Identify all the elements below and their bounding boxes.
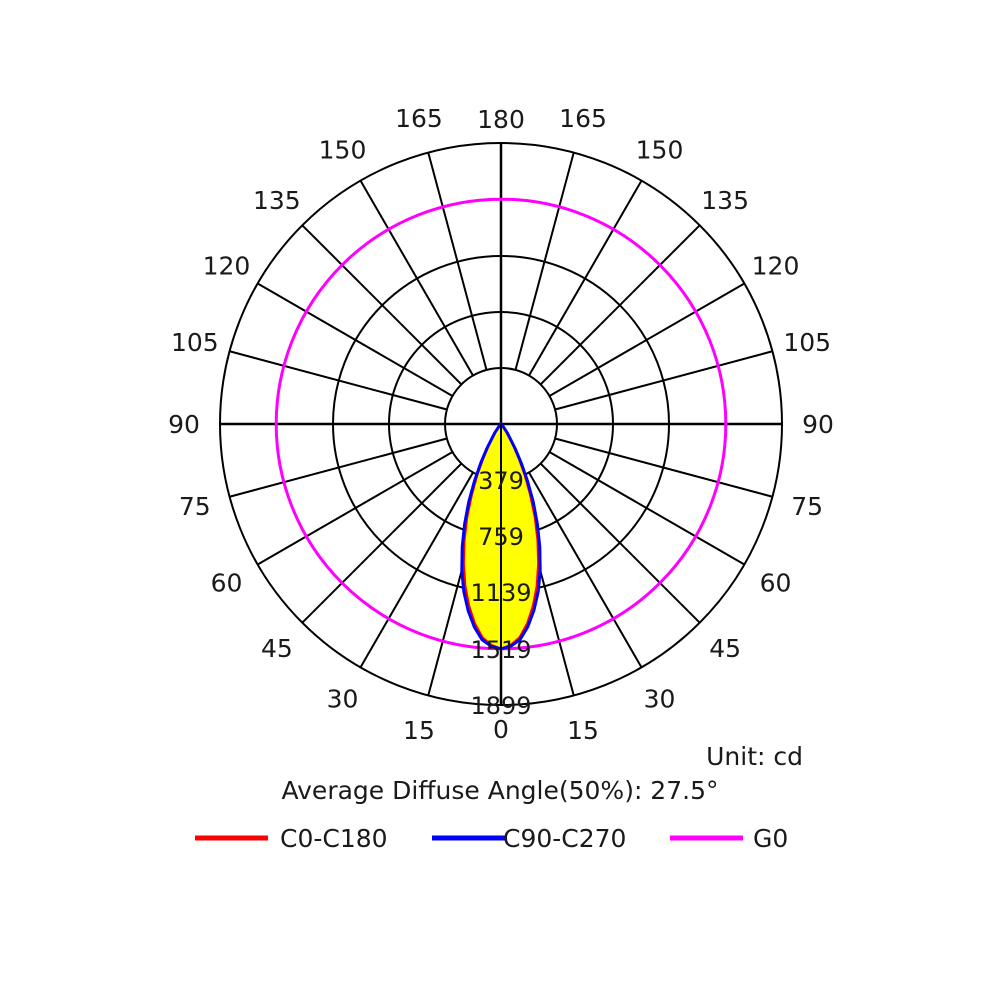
angle-labels: 0 15 30 45 60 75 90 105 120 135 150 165 180 15 30 45 60 7… bbox=[168, 104, 834, 745]
legend-label-c0-c180: C0-C180 bbox=[280, 824, 388, 853]
legend-item-c0-c180: C0-C180 bbox=[195, 824, 388, 853]
grid-spoke-240 bbox=[257, 282, 454, 397]
grid-spoke-210 bbox=[359, 180, 474, 377]
grid-spoke-150 bbox=[528, 180, 643, 377]
legend: C0-C180 C90-C270 G0 bbox=[195, 824, 788, 853]
grid-spoke-105 bbox=[554, 350, 773, 411]
angle-label-left-90: 90 bbox=[168, 410, 200, 439]
angle-label-right-60: 60 bbox=[760, 569, 792, 598]
grid-spoke-165 bbox=[514, 152, 575, 371]
angle-label-left-15: 15 bbox=[403, 716, 435, 745]
diffuse-angle-label: Average Diffuse Angle(50%): 27.5° bbox=[282, 776, 719, 805]
angle-label-left-0: 0 bbox=[493, 715, 509, 744]
ring-label-1519: 1519 bbox=[470, 636, 531, 664]
angle-label-right-45: 45 bbox=[709, 634, 741, 663]
angle-label-left-45: 45 bbox=[261, 634, 293, 663]
angle-label-right-105: 105 bbox=[783, 328, 831, 357]
angle-label-left-60: 60 bbox=[211, 569, 243, 598]
angle-label-right-90: 90 bbox=[802, 410, 834, 439]
series-layer bbox=[274, 197, 728, 705]
angle-label-left-105: 105 bbox=[171, 328, 219, 357]
angle-label-right-75: 75 bbox=[791, 492, 823, 521]
angle-label-left-120: 120 bbox=[203, 252, 251, 281]
grid-spoke-255 bbox=[229, 350, 448, 411]
ring-label-379: 379 bbox=[478, 467, 524, 495]
grid-spoke-315 bbox=[301, 462, 463, 624]
ring-label-1139: 1139 bbox=[470, 579, 531, 607]
angle-label-left-165: 165 bbox=[395, 104, 443, 133]
grid-spoke-285 bbox=[229, 437, 448, 498]
angle-label-right-150: 150 bbox=[636, 135, 684, 164]
angle-label-right-135: 135 bbox=[701, 186, 749, 215]
unit-label: Unit: cd bbox=[706, 742, 803, 771]
angle-label-left-135: 135 bbox=[253, 186, 301, 215]
grid-spoke-60 bbox=[548, 451, 745, 566]
grid-spoke-75 bbox=[554, 437, 773, 498]
angle-label-right-120: 120 bbox=[752, 252, 800, 281]
ring-label-1899: 1899 bbox=[470, 692, 531, 720]
grid-spoke-135 bbox=[539, 224, 701, 386]
angle-label-right-165: 165 bbox=[559, 104, 607, 133]
angle-label-left-180: 180 bbox=[477, 105, 525, 134]
legend-item-g0: G0 bbox=[670, 824, 788, 853]
legend-item-c90-c270: C90-C270 bbox=[432, 824, 626, 853]
ring-labels: 379 759 1139 1519 1899 bbox=[470, 467, 531, 720]
ring-label-759: 759 bbox=[478, 523, 524, 551]
grid-spoke-30 bbox=[528, 471, 643, 668]
grid-spoke-195 bbox=[427, 152, 488, 371]
grid-spoke-120 bbox=[548, 282, 745, 397]
grid-spoke-300 bbox=[257, 451, 454, 566]
angle-label-left-30: 30 bbox=[327, 685, 359, 714]
grid-spoke-225 bbox=[301, 224, 463, 386]
angle-label-right-15: 15 bbox=[567, 716, 599, 745]
angle-label-left-75: 75 bbox=[179, 492, 211, 521]
grid-spoke-45 bbox=[539, 462, 701, 624]
angle-label-right-30: 30 bbox=[644, 685, 676, 714]
angle-label-left-150: 150 bbox=[319, 135, 367, 164]
legend-label-g0: G0 bbox=[753, 824, 788, 853]
legend-label-c90-c270: C90-C270 bbox=[503, 824, 626, 853]
grid-spoke-330 bbox=[359, 471, 474, 668]
